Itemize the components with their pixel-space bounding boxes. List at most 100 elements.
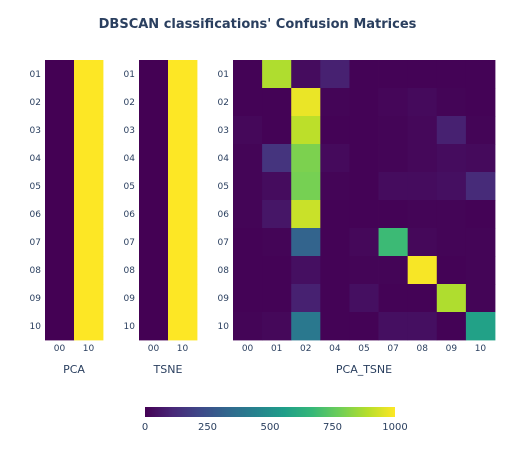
heatmap-cell	[349, 144, 379, 173]
x-tick-label: 01	[271, 344, 282, 354]
colorbar-tick-label: 1000	[382, 422, 407, 433]
heatmap-cell	[407, 256, 438, 285]
heatmap-cell	[262, 172, 292, 201]
heatmap-cell	[262, 60, 292, 89]
heatmap-cell	[168, 284, 198, 313]
y-tick-label: 09	[30, 294, 42, 304]
heatmap-cell	[45, 312, 75, 341]
heatmap-cell	[349, 284, 379, 313]
heatmap-cell	[378, 312, 409, 341]
y-tick-label: 08	[124, 266, 136, 276]
heatmap-cell	[262, 256, 292, 285]
colorbar-gradient	[145, 407, 395, 417]
y-tick-label: 10	[30, 322, 42, 332]
x-tick-label: 02	[300, 344, 311, 354]
heatmap-cell	[291, 200, 321, 229]
heatmap-cell	[233, 312, 263, 341]
heatmap-cell	[436, 172, 467, 201]
heatmap-cell	[465, 144, 496, 173]
heatmap-cell	[436, 88, 467, 117]
heatmap-cell	[320, 284, 350, 313]
heatmap-cell	[378, 256, 409, 285]
heatmap-cell	[74, 172, 104, 201]
colorbar: 0 250 500 750 1000	[142, 407, 408, 433]
heatmap-cell	[407, 172, 438, 201]
y-tick-label: 01	[218, 70, 229, 80]
heatmap-cell	[233, 284, 263, 313]
heatmap-cell	[168, 60, 198, 89]
heatmap-cell	[45, 60, 75, 89]
y-tick-label: 09	[218, 294, 230, 304]
heatmap-cell	[349, 116, 379, 145]
heatmap-cell	[436, 200, 467, 229]
y-tick-label: 10	[124, 322, 136, 332]
heatmap-cell	[436, 256, 467, 285]
y-tick-label: 01	[124, 70, 135, 80]
heatmap-cell	[168, 172, 198, 201]
heatmap-cell	[139, 116, 169, 145]
heatmap-cell	[378, 172, 409, 201]
heatmap-cell	[291, 228, 321, 257]
heatmap-cell	[139, 200, 169, 229]
x-tick-label: 09	[446, 344, 458, 354]
x-tick-label: 10	[475, 344, 487, 354]
heatmap-cell	[233, 228, 263, 257]
heatmap-cell	[262, 144, 292, 173]
heatmap-cell	[291, 60, 321, 89]
y-tick-label: 07	[218, 238, 229, 248]
heatmap-cell	[168, 228, 198, 257]
y-tick-label: 05	[30, 182, 41, 192]
heatmap-cell	[436, 60, 467, 89]
heatmap-cell	[45, 284, 75, 313]
heatmap-cell	[139, 144, 169, 173]
x-tick-label: 04	[329, 344, 341, 354]
heatmap-cell	[465, 172, 496, 201]
heatmap-cell	[436, 312, 467, 341]
heatmap-cell	[262, 200, 292, 229]
heatmap-cell	[139, 172, 169, 201]
heatmap-cell	[349, 88, 379, 117]
heatmap-cell	[407, 60, 438, 89]
heatmap-cell	[139, 60, 169, 89]
heatmap-cell	[74, 88, 104, 117]
heatmap-cell	[378, 228, 409, 257]
heatmap-cell	[139, 312, 169, 341]
y-tick-label: 04	[30, 154, 42, 164]
heatmap-cell	[74, 200, 104, 229]
heatmap-cell	[407, 200, 438, 229]
heatmap-cell	[45, 116, 75, 145]
heatmap-cell	[436, 228, 467, 257]
heatmap-cell	[139, 228, 169, 257]
y-tick-label: 03	[218, 126, 229, 136]
heatmap-cell	[291, 172, 321, 201]
heatmap-cell	[378, 60, 409, 89]
heatmap-cell	[45, 256, 75, 285]
heatmap-cell	[349, 256, 379, 285]
heatmap-cell	[378, 200, 409, 229]
heatmap-cell	[74, 116, 104, 145]
heatmap-cell	[436, 284, 467, 313]
heatmap-cell	[168, 200, 198, 229]
heatmap-cell	[407, 116, 438, 145]
heatmap-cell	[320, 256, 350, 285]
x-tick-label: 00	[148, 344, 160, 354]
heatmap-cell	[436, 144, 467, 173]
y-tick-label: 07	[124, 238, 135, 248]
heatmap-cell	[233, 172, 263, 201]
heatmap-cell	[465, 284, 496, 313]
heatmap-cell	[407, 312, 438, 341]
heatmap-cell	[168, 88, 198, 117]
heatmap-cell	[262, 228, 292, 257]
heatmap-cell	[45, 144, 75, 173]
x-tick-label: 08	[416, 344, 428, 354]
heatmap-cell	[378, 144, 409, 173]
x-tick-label: 10	[83, 344, 95, 354]
heatmap-cell	[233, 116, 263, 145]
heatmap-cell	[349, 228, 379, 257]
heatmap-cell	[320, 172, 350, 201]
x-tick-label: 07	[387, 344, 398, 354]
heatmap-cell	[168, 144, 198, 173]
heatmap-cell	[320, 312, 350, 341]
heatmap-cell	[407, 144, 438, 173]
